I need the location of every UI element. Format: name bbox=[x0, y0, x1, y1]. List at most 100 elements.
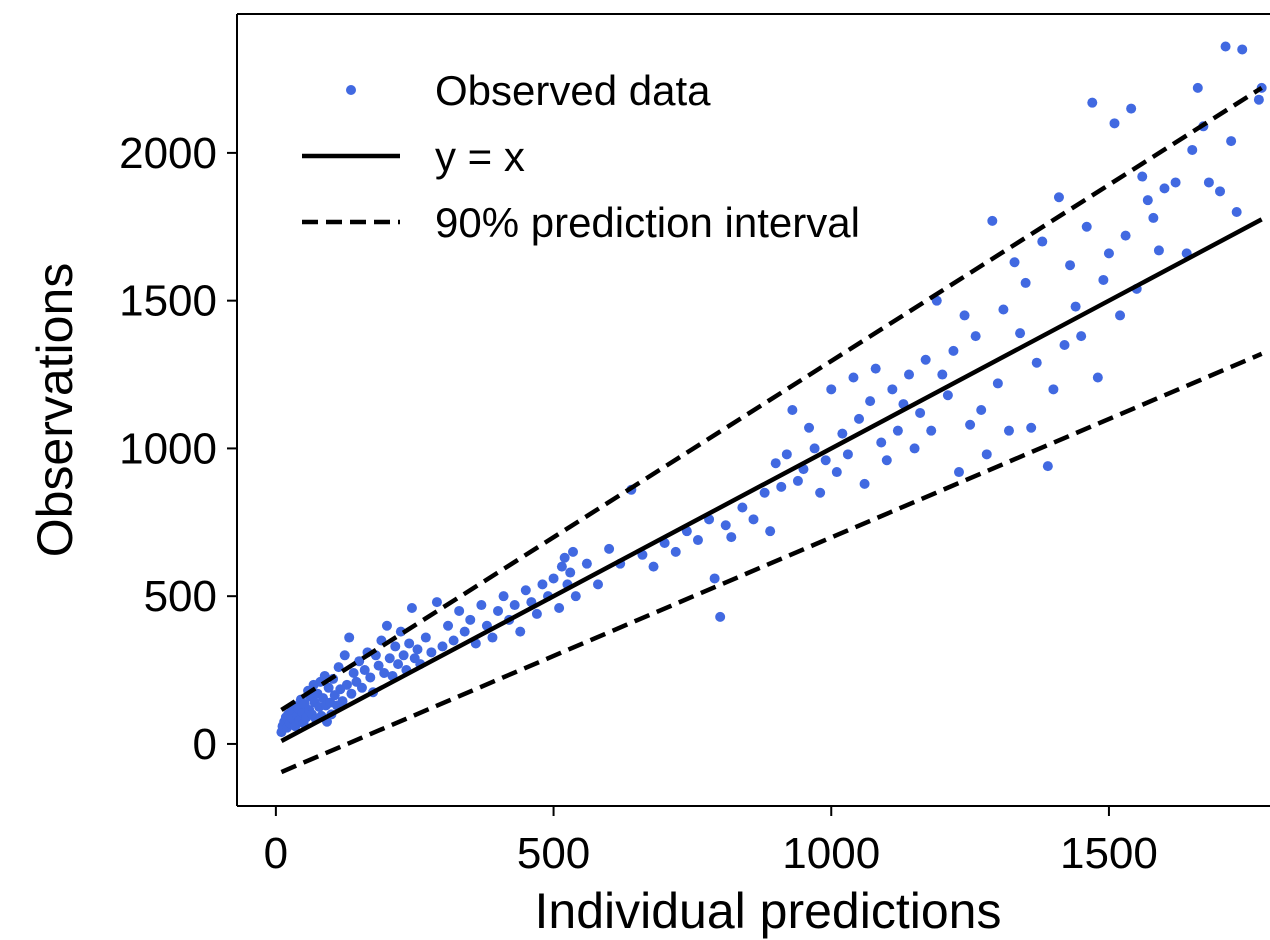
data-point bbox=[348, 668, 359, 679]
data-point bbox=[379, 668, 390, 679]
data-point bbox=[1120, 230, 1131, 241]
data-point bbox=[1020, 277, 1031, 288]
data-point bbox=[344, 632, 355, 643]
data-point bbox=[476, 600, 487, 611]
data-point bbox=[1215, 186, 1226, 197]
data-point bbox=[323, 682, 334, 693]
data-point bbox=[393, 659, 404, 670]
data-point bbox=[1026, 422, 1037, 433]
data-point bbox=[1109, 118, 1120, 129]
data-point bbox=[998, 304, 1009, 315]
data-point bbox=[837, 428, 848, 439]
data-point bbox=[395, 626, 406, 637]
data-point bbox=[842, 449, 853, 460]
data-point bbox=[759, 487, 770, 498]
data-point bbox=[670, 546, 681, 557]
data-point bbox=[1159, 183, 1170, 194]
data-point bbox=[854, 413, 865, 424]
data-point bbox=[748, 514, 759, 525]
y-axis-label: Observations bbox=[27, 263, 83, 558]
data-point bbox=[692, 535, 703, 546]
data-point bbox=[337, 696, 348, 707]
data-point bbox=[942, 390, 953, 401]
identity-line bbox=[280, 217, 1263, 743]
axes: 0 500 1000 1500 0 500 1000 1500 2000 bbox=[119, 13, 1270, 878]
data-point bbox=[1015, 328, 1026, 339]
data-point bbox=[537, 579, 548, 590]
data-point bbox=[826, 384, 837, 395]
data-point bbox=[1059, 339, 1070, 350]
data-point bbox=[1081, 221, 1092, 232]
data-point bbox=[381, 620, 392, 631]
legend-marker-observed bbox=[346, 85, 356, 95]
data-point bbox=[520, 585, 531, 596]
data-point bbox=[448, 635, 459, 646]
data-point bbox=[443, 620, 454, 631]
data-point bbox=[876, 437, 887, 448]
data-point bbox=[976, 405, 987, 415]
data-point bbox=[454, 605, 465, 616]
data-point bbox=[559, 552, 570, 563]
data-point bbox=[870, 363, 881, 374]
data-point bbox=[809, 443, 820, 454]
data-point bbox=[493, 605, 504, 616]
data-point bbox=[341, 679, 352, 690]
data-point bbox=[781, 449, 792, 460]
data-point bbox=[1053, 192, 1064, 203]
data-point bbox=[1153, 245, 1164, 256]
data-point bbox=[548, 573, 559, 584]
data-point bbox=[970, 331, 981, 342]
legend: Observed data y = x 90% prediction interva… bbox=[302, 67, 860, 246]
legend-label: y = x bbox=[435, 133, 525, 180]
x-tick-label: 0 bbox=[264, 829, 288, 878]
y-tick-label: 2000 bbox=[119, 129, 217, 178]
data-point bbox=[965, 419, 976, 430]
data-point bbox=[887, 384, 898, 395]
data-point bbox=[556, 561, 567, 572]
data-point bbox=[1048, 384, 1059, 395]
data-point bbox=[915, 407, 926, 418]
data-point bbox=[909, 443, 920, 454]
prediction-interval-line bbox=[280, 351, 1263, 775]
data-point bbox=[565, 567, 576, 578]
data-point bbox=[406, 603, 417, 613]
data-point bbox=[820, 455, 831, 466]
data-point bbox=[765, 526, 776, 537]
legend-label: Observed data bbox=[435, 67, 711, 114]
y-tick-label: 1500 bbox=[119, 277, 217, 326]
data-point bbox=[568, 546, 579, 557]
data-point bbox=[1231, 207, 1242, 217]
data-point bbox=[570, 591, 581, 602]
x-tick-label: 1000 bbox=[782, 829, 880, 878]
data-point bbox=[1076, 331, 1087, 342]
data-point bbox=[720, 520, 731, 531]
data-point bbox=[431, 597, 442, 608]
data-point bbox=[926, 425, 937, 436]
data-point bbox=[404, 638, 415, 649]
data-point bbox=[1092, 372, 1103, 383]
data-point bbox=[776, 481, 787, 492]
data-point bbox=[346, 688, 357, 699]
data-point bbox=[412, 644, 423, 655]
data-point bbox=[1070, 301, 1081, 312]
data-point bbox=[1037, 236, 1048, 247]
data-point bbox=[831, 467, 842, 478]
data-point bbox=[1170, 177, 1181, 188]
data-point bbox=[792, 475, 803, 486]
data-point bbox=[373, 660, 384, 671]
data-point bbox=[865, 396, 876, 407]
data-point bbox=[787, 405, 798, 415]
data-point bbox=[1226, 136, 1237, 147]
data-point bbox=[804, 422, 815, 433]
data-point bbox=[1192, 82, 1203, 93]
data-point bbox=[604, 543, 615, 554]
data-point bbox=[1087, 97, 1098, 108]
data-point bbox=[1220, 41, 1231, 52]
data-point bbox=[531, 608, 542, 619]
data-point bbox=[770, 458, 781, 469]
data-point bbox=[487, 632, 498, 643]
data-point bbox=[365, 672, 376, 683]
data-point bbox=[953, 467, 964, 478]
data-point bbox=[592, 579, 603, 590]
x-axis-label: Individual predictions bbox=[535, 883, 1002, 939]
